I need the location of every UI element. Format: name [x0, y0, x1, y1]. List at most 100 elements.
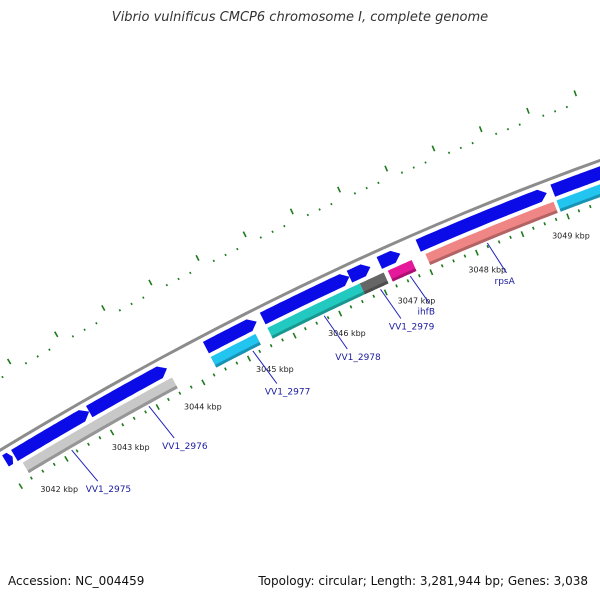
minor-tick	[553, 110, 557, 113]
inner-tick	[315, 321, 319, 325]
outer-cds-2	[86, 366, 167, 418]
inner-tick	[246, 355, 252, 362]
inner-tick	[98, 436, 102, 440]
gene-shadow-VV1_2978	[271, 291, 365, 339]
minor-tick	[212, 259, 215, 263]
inner-tick	[395, 284, 398, 288]
inner-tick	[383, 289, 388, 296]
inner-tick	[224, 367, 227, 371]
inner-tick	[577, 209, 581, 213]
minor-tick	[518, 123, 521, 126]
minor-tick	[242, 231, 247, 238]
outer-cds-1	[11, 410, 90, 462]
gene-label-rpsA: rpsA	[495, 277, 516, 287]
minor-tick	[526, 107, 530, 114]
inner-tick	[418, 274, 421, 278]
minor-tick	[289, 208, 294, 215]
outer-cds-8	[550, 166, 600, 197]
leader-VV1_2979	[380, 289, 402, 319]
minor-tick	[459, 146, 462, 150]
inner-tick	[326, 315, 330, 320]
gene-label-VV1_2976: VV1_2976	[162, 442, 208, 452]
inner-tick	[75, 449, 79, 453]
inner-tick	[18, 483, 23, 490]
minor-tick	[365, 186, 368, 190]
minor-tick	[83, 328, 86, 332]
gene-shadow-ihfB	[391, 268, 417, 282]
inner-tick	[144, 410, 148, 414]
minor-tick	[224, 253, 227, 257]
kbp-label-3: 3045 kbp	[256, 365, 294, 374]
kbp-label-0: 3042 kbp	[40, 485, 78, 494]
inner-tick	[121, 423, 125, 427]
inner-tick	[167, 397, 170, 402]
inner-tick	[303, 327, 307, 331]
leader-VV1_2978	[323, 315, 348, 350]
inner-tick	[440, 264, 444, 268]
inner-tick	[486, 244, 490, 249]
inner-tick	[406, 279, 410, 283]
leader-VV1_2975	[71, 449, 99, 482]
inner-tick	[475, 249, 479, 256]
kbp-label-4: 3046 kbp	[328, 329, 366, 338]
minor-tick	[384, 165, 389, 172]
leader-VV1_2976	[148, 405, 175, 439]
accession-text: Accession: NC_004459	[8, 574, 145, 588]
inner-tick	[372, 294, 376, 298]
inner-tick	[235, 361, 239, 365]
backbone-line	[0, 158, 600, 452]
kbp-label-6: 3048 kbp	[468, 266, 506, 275]
gene-shadow-rpsA	[429, 210, 558, 265]
inner-tick	[463, 254, 467, 258]
minor-tick	[565, 105, 568, 109]
gene-bar-ihfB	[387, 260, 417, 282]
minor-tick	[148, 279, 153, 286]
leader-ihfB	[409, 275, 430, 304]
gene-shadow-7	[559, 193, 600, 212]
inner-tick	[87, 442, 90, 447]
minor-tick	[471, 141, 474, 145]
gene-shadow-VV1_2977	[214, 342, 261, 368]
kbp-label-5: 3047 kbp	[398, 297, 436, 306]
inner-tick	[452, 259, 455, 263]
minor-tick	[195, 254, 200, 261]
minor-tick	[130, 302, 133, 306]
minor-tick	[573, 90, 578, 97]
minor-tick	[412, 166, 415, 169]
minor-tick	[495, 132, 498, 136]
minor-tick	[542, 114, 545, 117]
outer-cds-6	[376, 250, 401, 269]
gene-bar-VV1_2978	[267, 283, 365, 339]
inner-tick	[201, 379, 206, 386]
minor-tick	[306, 213, 310, 217]
inner-tick	[189, 385, 193, 389]
minor-tick	[318, 208, 321, 211]
minor-tick	[95, 321, 98, 325]
inner-tick	[543, 222, 546, 226]
outer-feature-layer	[2, 166, 600, 467]
minor-tick	[400, 171, 404, 174]
inner-tick	[554, 217, 558, 222]
minor-tick	[424, 161, 427, 164]
outer-cds-3	[202, 319, 257, 354]
inner-tick	[349, 305, 353, 309]
inner-tick	[178, 391, 182, 395]
gene-bar-7	[556, 184, 600, 212]
minor-tick	[506, 127, 510, 131]
outer-cds-0	[2, 452, 14, 467]
inner-tick	[429, 269, 434, 276]
gene-shadow-VV1_2976	[27, 385, 178, 473]
minor-tick	[236, 247, 239, 251]
gene-label-VV1_2978: VV1_2978	[335, 353, 381, 363]
gene-label-ihfB: ihfB	[417, 308, 435, 318]
minor-tick	[330, 202, 333, 206]
minor-tick	[447, 151, 451, 154]
inner-tick	[109, 429, 115, 436]
inner-tick	[52, 462, 56, 467]
tick-layer: 3042 kbp 3043 kbp 3044 kbp 3045 kbp 3046 kbp…	[1, 90, 592, 494]
outer-cds-7	[415, 189, 547, 252]
kbp-label-2: 3044 kbp	[184, 403, 222, 412]
inner-tick	[281, 338, 284, 342]
inner-tick	[212, 373, 216, 377]
